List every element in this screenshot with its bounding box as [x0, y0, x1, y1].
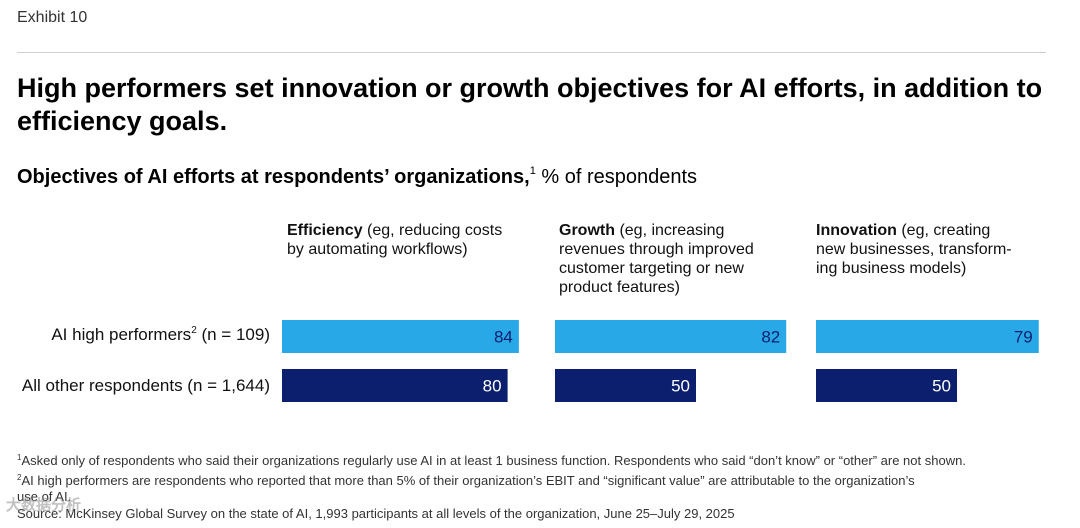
footnote-2-cont: use of AI. — [17, 489, 72, 504]
column-head-title: Efficiency — [287, 222, 363, 239]
bar-value-label: 82 — [761, 328, 780, 347]
footnote-2: 2AI high performers are respondents who … — [17, 470, 1057, 490]
column-head-title: Innovation — [816, 222, 897, 239]
footnote-marker: 2 — [17, 472, 22, 482]
column-head-innovation: Innovation (eg, creating new businesses,… — [816, 221, 1056, 278]
footnote-marker: 1 — [17, 453, 22, 462]
bar-value-label: 79 — [1014, 328, 1033, 347]
bar-value-label: 80 — [483, 377, 502, 396]
series-footnote-ref: 2 — [191, 325, 197, 336]
column-head-title: Growth — [559, 222, 615, 239]
exhibit-label: Exhibit 10 — [17, 9, 88, 26]
column-head-desc: (eg, increasing — [615, 222, 725, 239]
column-head-desc-line: product features) — [559, 279, 680, 296]
bar-efficiency-series-1 — [282, 369, 508, 402]
subtitle-footnote-ref: 1 — [529, 165, 536, 177]
chart-subtitle: Objectives of AI efforts at respondents’… — [17, 165, 697, 189]
column-head-growth: Growth (eg, increasing revenues through … — [559, 221, 799, 297]
footnote-text: AI high performers are respondents who r… — [21, 472, 915, 488]
column-head-desc-line: by automating workflows) — [287, 241, 468, 258]
row-label-other-respondents: All other respondents (n = 1,644) — [21, 376, 270, 395]
column-head-desc-line: revenues through improved — [559, 241, 754, 258]
footnote-1: 1Asked only of respondents who said thei… — [17, 450, 1057, 470]
series-name: AI high performers — [51, 325, 192, 344]
footnotes: 1Asked only of respondents who said thei… — [17, 450, 1057, 522]
column-head-desc-line: new businesses, transform- — [816, 241, 1012, 258]
bar-innovation-series-1 — [816, 369, 957, 402]
bar-innovation-series-0 — [816, 320, 1039, 353]
chart-title: High performers set innovation or growth… — [17, 73, 1043, 136]
column-head-desc: (eg, creating — [896, 222, 991, 239]
bar-value-label: 50 — [671, 377, 690, 396]
bar-efficiency-series-0 — [282, 320, 519, 353]
column-head-desc-line: ing business models) — [816, 260, 967, 277]
column-head-desc-line: customer targeting or new — [559, 260, 744, 277]
bar-growth-series-1 — [555, 369, 696, 402]
bar-growth-series-0 — [555, 320, 787, 353]
source-note: Source: McKinsey Global Survey on the st… — [17, 505, 735, 521]
column-head-efficiency: Efficiency (eg, reducing costs by automa… — [287, 221, 537, 259]
row-label-high-performers: AI high performers2 (n = 109) — [0, 325, 270, 345]
bar-value-label: 50 — [932, 377, 951, 396]
series-sample-size: (n = 109) — [196, 325, 270, 344]
column-head-desc: (eg, reducing costs — [362, 222, 503, 239]
subtitle-bold: Objectives of AI efforts at respondents’… — [17, 166, 530, 188]
header-divider — [17, 52, 1046, 53]
subtitle-unit: % of respondents — [535, 166, 698, 188]
footnote-text: Asked only of respondents who said their… — [21, 453, 966, 468]
bar-value-label: 84 — [494, 328, 513, 347]
